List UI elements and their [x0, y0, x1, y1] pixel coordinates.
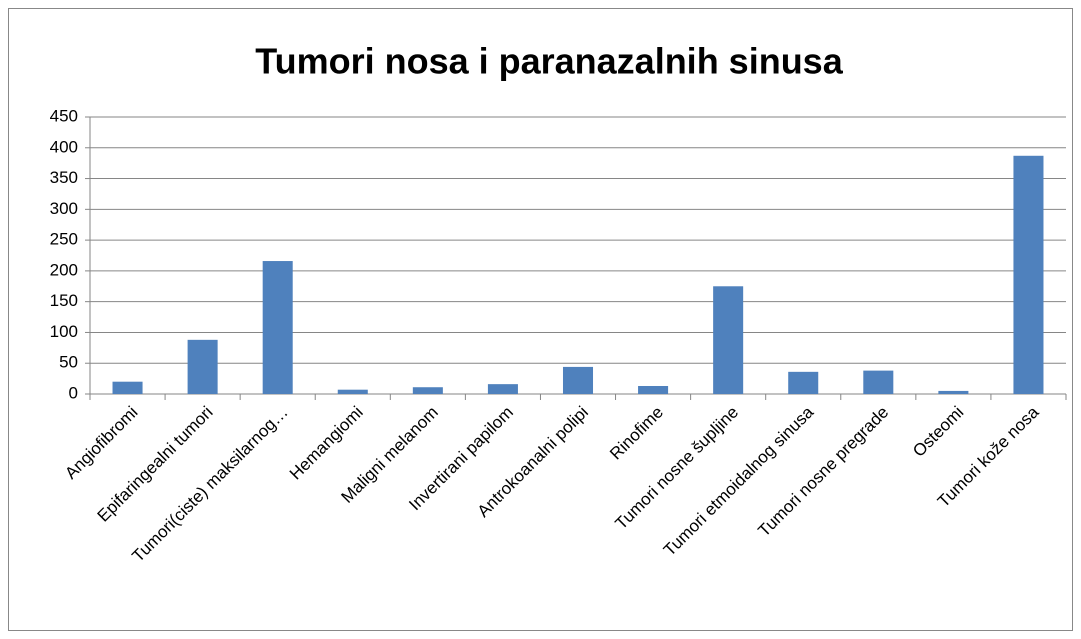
- y-tick-label: 0: [69, 383, 78, 402]
- bar: [412, 387, 443, 394]
- bar: [1013, 155, 1044, 394]
- bar: [713, 286, 744, 394]
- bar: [938, 390, 969, 394]
- bar: [638, 385, 669, 394]
- y-tick-label: 350: [50, 168, 78, 187]
- bar: [487, 384, 518, 394]
- bar: [863, 370, 894, 394]
- bar: [788, 371, 819, 394]
- y-tick-label: 200: [50, 260, 78, 279]
- y-tick-label: 100: [50, 322, 78, 341]
- y-tick-label: 50: [59, 353, 78, 372]
- chart-border: [8, 8, 1073, 631]
- y-tick-label: 400: [50, 137, 78, 156]
- y-tick-label: 450: [50, 106, 78, 125]
- bar: [112, 381, 143, 394]
- bar: [262, 261, 293, 394]
- bar: [337, 389, 368, 394]
- y-tick-label: 250: [50, 230, 78, 249]
- bar: [187, 339, 218, 394]
- y-tick-label: 150: [50, 291, 78, 310]
- chart-title: Tumori nosa i paranazalnih sinusa: [255, 41, 843, 82]
- y-tick-label: 300: [50, 199, 78, 218]
- bar: [562, 366, 594, 394]
